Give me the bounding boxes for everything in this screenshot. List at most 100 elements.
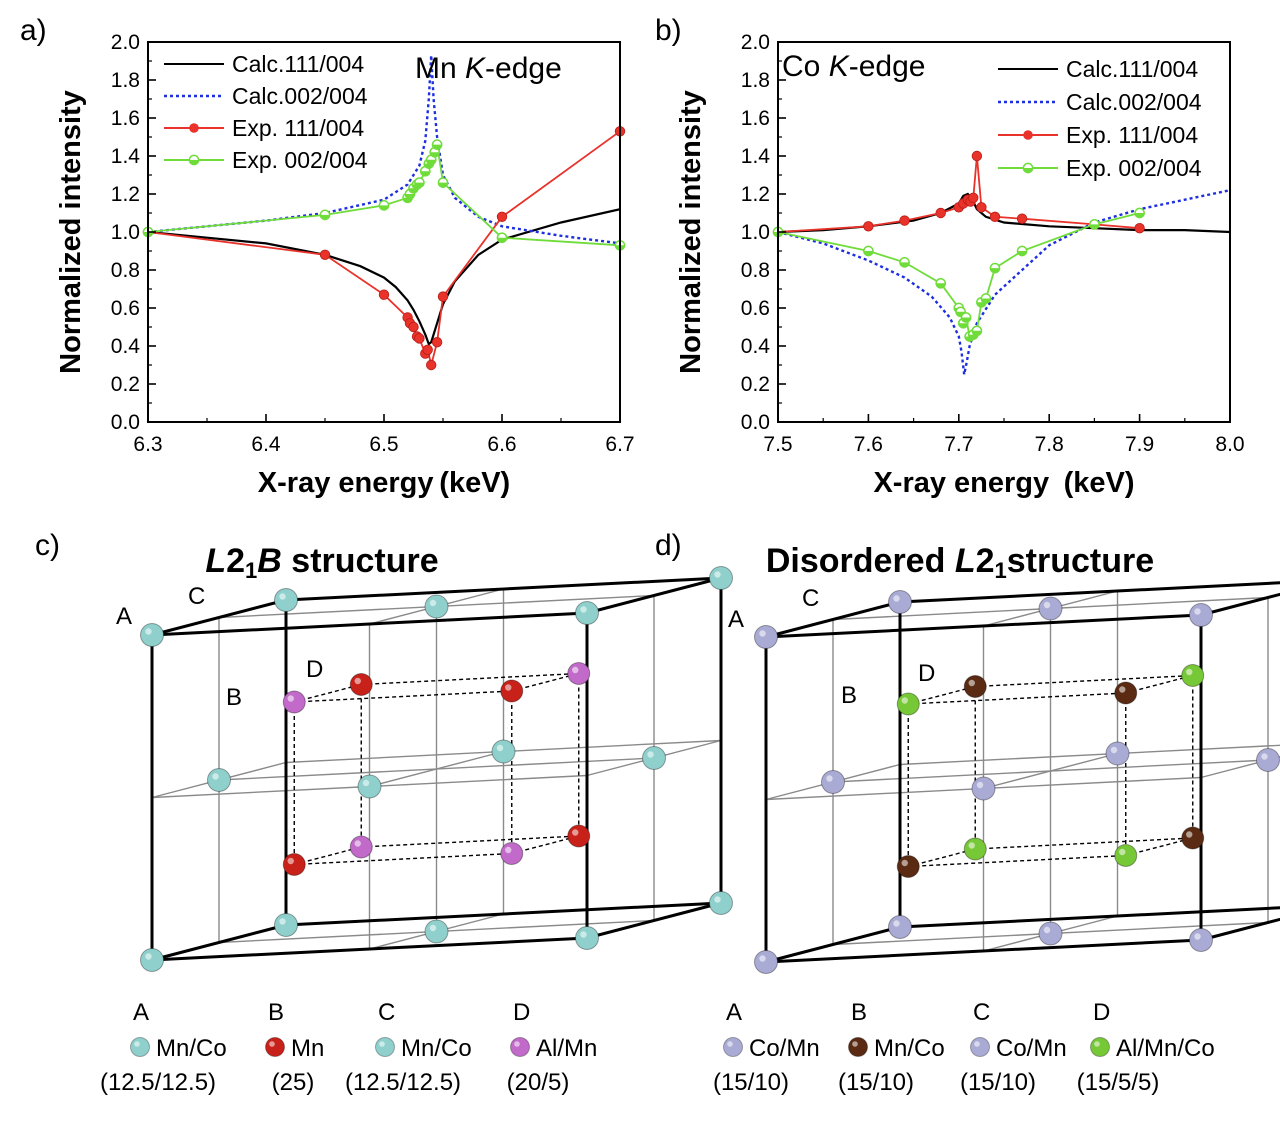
data-point	[899, 215, 910, 226]
unit-cell-edge	[1200, 917, 1280, 942]
legend-atom-highlight	[852, 1041, 858, 1047]
data-point	[1016, 213, 1028, 224]
atom-a	[1189, 928, 1213, 952]
y-tick-label: 2.0	[111, 31, 140, 54]
legend-composition: Mn/Co	[401, 1035, 472, 1062]
legend-composition: Co/Mn	[996, 1035, 1067, 1062]
panel-letter: b)	[655, 14, 682, 47]
x-tick-label: 7.9	[1125, 433, 1154, 456]
atom-highlight	[714, 571, 721, 578]
x-tick-label: 7.5	[763, 433, 792, 456]
y-tick-label: 0.6	[111, 297, 140, 320]
y-tick-label: 0.0	[111, 411, 140, 434]
data-point-fill	[958, 323, 968, 328]
data-point-fill	[936, 283, 946, 288]
legend-atom-highlight	[134, 1041, 140, 1047]
legend-atom-highlight	[269, 1041, 275, 1047]
series-line-exp-002-004	[148, 144, 620, 247]
panel-letter: a)	[20, 14, 47, 47]
data-point-fill	[438, 182, 448, 188]
atom-highlight	[714, 896, 721, 903]
data-point-fill	[976, 302, 986, 307]
unit-cell-edge	[586, 901, 722, 940]
sublattice-dashed-line	[361, 672, 579, 686]
atom-highlight	[496, 744, 504, 752]
atom-a	[709, 891, 733, 915]
atom-highlight	[1194, 608, 1201, 615]
atom-highlight	[145, 953, 152, 960]
series-line-calc-111-004	[778, 192, 1230, 234]
legend-atom-swatch	[265, 1037, 285, 1057]
atom-highlight	[429, 924, 437, 932]
x-tick-label: 7.6	[854, 433, 883, 456]
site-label-c: C	[188, 583, 205, 610]
atom-a	[1105, 741, 1130, 766]
data-point	[863, 221, 874, 232]
atom-highlight	[976, 781, 984, 789]
atom-a	[575, 601, 599, 625]
site-label-d: D	[918, 660, 935, 687]
unit-cell-edge	[899, 581, 1280, 604]
atom-highlight	[362, 779, 370, 787]
atom-d	[896, 692, 920, 716]
legend-atom-highlight	[514, 1041, 520, 1047]
sublattice-dashed-line	[294, 846, 362, 866]
atom-a	[709, 566, 733, 590]
atom-d	[282, 690, 306, 714]
site-label-c: C	[802, 585, 819, 612]
legend-ratio: (15/10)	[960, 1069, 1036, 1096]
unit-cell-edge	[765, 613, 1202, 639]
atom-highlight	[287, 695, 294, 702]
legend-site-letter: C	[378, 999, 395, 1026]
atom-highlight	[1186, 668, 1193, 676]
atom-d	[567, 662, 591, 685]
unit-cell-edge	[899, 906, 1280, 929]
atom-b	[1181, 826, 1205, 850]
x-tick-label: 6.5	[369, 433, 398, 456]
atom-highlight	[968, 842, 975, 849]
sublattice-dashed-line	[908, 692, 1126, 705]
atom-highlight	[826, 775, 833, 782]
series-line-calc-111-004	[148, 208, 620, 346]
legend-atom-highlight	[1094, 1041, 1100, 1047]
atom-a	[1038, 596, 1063, 621]
y-tick-label: 0.0	[741, 411, 770, 434]
panel-letter: c)	[35, 529, 60, 562]
y-axis-label: Normalized intensity	[55, 90, 87, 374]
unit-cell-edge	[285, 901, 722, 927]
data-point-fill	[1135, 213, 1145, 218]
y-tick-label: 0.4	[741, 335, 771, 358]
site-label-a: A	[728, 606, 744, 633]
edge-annotation: Co K-edge	[782, 50, 925, 83]
legend-site-letter: A	[133, 999, 149, 1026]
data-point-fill	[414, 182, 424, 188]
lattice-line	[218, 757, 655, 781]
atom-highlight	[1186, 831, 1193, 838]
y-tick-label: 1.8	[111, 69, 140, 92]
site-label-b: B	[226, 684, 242, 711]
data-point	[989, 211, 1001, 223]
sublattice-dashed-line	[1125, 674, 1193, 694]
legend-composition: Mn/Co	[874, 1035, 945, 1062]
series-line-exp-002-004	[778, 212, 1140, 338]
structure-title: L21B structure	[205, 542, 438, 583]
atom-highlight	[759, 955, 766, 962]
data-point-fill	[899, 262, 910, 267]
data-point	[408, 321, 419, 333]
y-tick-label: 1.6	[741, 107, 770, 130]
legend-ratio: (12.5/12.5)	[345, 1069, 461, 1096]
data-point-fill	[426, 159, 436, 165]
atom-a	[140, 623, 164, 647]
y-tick-label: 1.2	[741, 183, 770, 206]
atom-d	[349, 835, 373, 859]
legend-label: Exp. 002/004	[1066, 155, 1202, 181]
data-point	[426, 359, 437, 371]
atom-d	[500, 842, 524, 865]
atom-highlight	[145, 628, 152, 635]
y-tick-label: 1.4	[741, 145, 771, 168]
series-line-exp-111-004	[148, 130, 620, 366]
sublattice-dashed-line	[908, 854, 1126, 868]
atom-a	[274, 913, 298, 937]
atom-a	[821, 770, 845, 794]
